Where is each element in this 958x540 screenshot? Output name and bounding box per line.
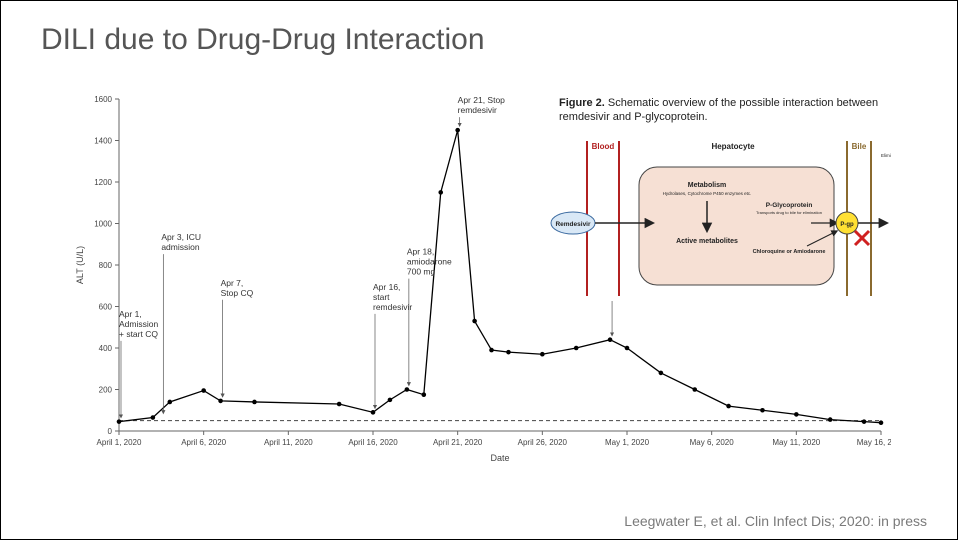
svg-text:800: 800: [99, 261, 113, 270]
figure2-caption-text: Schematic overview of the possible inter…: [559, 97, 878, 123]
svg-text:remdesivir: remdesivir: [458, 105, 497, 115]
alt-timeline-chart: 0 200 400 600 800 1000 1200 1400 1600 ALT (U/L) Ap…: [71, 91, 891, 471]
svg-text:1600: 1600: [94, 95, 112, 104]
svg-text:Date: Date: [490, 453, 509, 463]
svg-text:April 6, 2020: April 6, 2020: [181, 438, 226, 447]
svg-text:Admission: Admission: [119, 319, 158, 329]
figure2-inset: Figure 2. Schematic overview of the poss…: [549, 91, 891, 301]
slide-title: DILI due to Drug-Drug Interaction: [41, 23, 917, 57]
svg-text:Transports drug to bile for el: Transports drug to bile for elimination: [756, 210, 822, 215]
slide: DILI due to Drug-Drug Interaction 0 200 40…: [0, 0, 958, 540]
svg-text:0: 0: [108, 427, 113, 436]
svg-text:P-Glycoprotein: P-Glycoprotein: [766, 202, 813, 209]
svg-text:Metabolism: Metabolism: [688, 182, 727, 189]
citation: Leegwater E, et al. Clin Infect Dis; 202…: [624, 513, 927, 529]
svg-text:400: 400: [99, 344, 113, 353]
svg-text:1000: 1000: [94, 220, 112, 229]
svg-text:April 11, 2020: April 11, 2020: [264, 438, 313, 447]
svg-text:Apr 3, ICU: Apr 3, ICU: [161, 232, 201, 242]
svg-text:April 21, 2020: April 21, 2020: [433, 438, 483, 447]
figure2-caption-bold: Figure 2.: [559, 97, 605, 109]
svg-text:Apr 18,: Apr 18,: [407, 247, 434, 257]
svg-text:Active metabolites: Active metabolites: [676, 238, 738, 245]
svg-text:Hydrolases, Cytochrome P450 en: Hydrolases, Cytochrome P450 enzymes etc.: [663, 191, 752, 196]
svg-text:April 1, 2020: April 1, 2020: [97, 438, 142, 447]
svg-text:May 16, 2020: May 16, 2020: [857, 438, 891, 447]
svg-text:1200: 1200: [94, 178, 112, 187]
svg-text:+ start CQ: + start CQ: [119, 329, 158, 339]
svg-text:Stop CQ: Stop CQ: [221, 288, 254, 298]
svg-text:Apr 16,: Apr 16,: [373, 282, 400, 292]
svg-text:May 11, 2020: May 11, 2020: [772, 438, 820, 447]
svg-text:Apr 21, Stop: Apr 21, Stop: [458, 95, 506, 105]
svg-text:ALT (U/L): ALT (U/L): [75, 246, 85, 284]
svg-text:600: 600: [99, 303, 113, 312]
svg-text:May 6, 2020: May 6, 2020: [690, 438, 735, 447]
svg-text:700 mg: 700 mg: [407, 267, 436, 277]
figure2-caption: Figure 2. Schematic overview of the poss…: [549, 91, 891, 131]
svg-text:P-gp: P-gp: [840, 222, 854, 228]
svg-text:Hepatocyte: Hepatocyte: [711, 142, 755, 151]
svg-text:admission: admission: [161, 242, 200, 252]
svg-text:May 1, 2020: May 1, 2020: [605, 438, 650, 447]
svg-text:1400: 1400: [94, 137, 112, 146]
svg-text:April 26, 2020: April 26, 2020: [518, 438, 568, 447]
svg-text:Remdesivir: Remdesivir: [555, 221, 591, 228]
svg-text:200: 200: [99, 386, 113, 395]
svg-text:Chloroquine or Amiodarone: Chloroquine or Amiodarone: [753, 249, 826, 255]
svg-text:Apr 7,: Apr 7,: [221, 278, 244, 288]
svg-text:April 16, 2020: April 16, 2020: [348, 438, 398, 447]
svg-text:remdesivir: remdesivir: [373, 302, 412, 312]
svg-text:Apr 1,: Apr 1,: [119, 309, 142, 319]
svg-text:Blood: Blood: [592, 142, 615, 151]
svg-text:Eliminated in the intestine: Eliminated in the intestine: [881, 153, 891, 158]
svg-text:Bile: Bile: [852, 142, 867, 151]
svg-text:amiodarone: amiodarone: [407, 257, 452, 267]
svg-text:start: start: [373, 292, 390, 302]
